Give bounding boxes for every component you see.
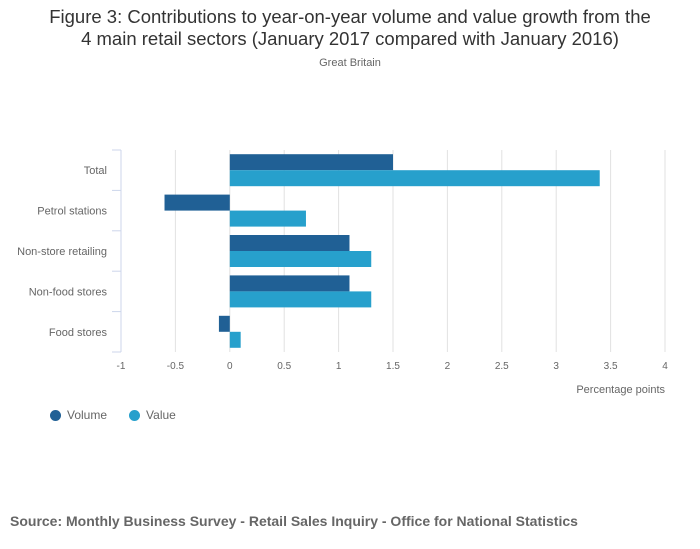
legend-marker-volume <box>50 409 61 421</box>
x-tick-label: 1.5 <box>386 361 400 372</box>
x-axis-title: Percentage points <box>576 384 665 396</box>
x-axis-ticks: -1 -0.5 0 0.5 1 1.5 2 2.5 3 3.5 4 <box>117 361 669 372</box>
source-note: Source: Monthly Business Survey - Retail… <box>10 513 578 529</box>
category-label: Petrol stations <box>37 206 107 218</box>
x-tick-label: -0.5 <box>167 361 185 372</box>
bar-volume-total <box>229 154 393 171</box>
bar-volume-non-food-stores <box>229 275 350 292</box>
bars <box>164 154 600 348</box>
bar-value-non-store-retailing <box>229 251 372 267</box>
bar-value-total <box>229 170 600 187</box>
legend-item-volume[interactable]: Volume <box>50 408 107 422</box>
x-tick-label: 0 <box>227 361 233 372</box>
bar-value-petrol-stations <box>229 210 306 227</box>
bar-volume-non-store-retailing <box>229 235 350 251</box>
legend-marker-value <box>129 409 141 421</box>
chart-subtitle: Great Britain <box>319 57 381 69</box>
legend-label-volume: Volume <box>67 408 108 422</box>
category-label: Non-store retailing <box>17 246 107 258</box>
bar-value-non-food-stores <box>229 291 372 308</box>
bar-value-food-stores <box>229 331 241 348</box>
x-tick-label: 1 <box>336 361 342 372</box>
category-label: Total <box>84 165 107 177</box>
category-label: Food stores <box>49 327 108 339</box>
x-tick-label: 3 <box>553 361 559 372</box>
legend: Volume Value <box>50 408 176 422</box>
chart-title-line-2: 4 main retail sectors (January 2017 comp… <box>81 28 619 49</box>
category-label: Non-food stores <box>29 286 108 298</box>
chart-title-line-1: Figure 3: Contributions to year-on-year … <box>49 6 651 27</box>
bar-volume-food-stores <box>218 315 230 332</box>
x-tick-label: 2 <box>445 361 451 372</box>
legend-label-value: Value <box>146 408 176 422</box>
legend-item-value[interactable]: Value <box>129 408 176 422</box>
x-tick-label: -1 <box>117 361 126 372</box>
y-axis: Total Petrol stations Non-store retailing N… <box>17 149 122 353</box>
x-tick-label: 0.5 <box>277 361 291 372</box>
chart-title: Figure 3: Contributions to year-on-year … <box>0 6 700 50</box>
x-tick-label: 4 <box>662 361 668 372</box>
bar-volume-petrol-stations <box>164 194 230 211</box>
x-tick-label: 2.5 <box>495 361 509 372</box>
x-tick-label: 3.5 <box>604 361 618 372</box>
